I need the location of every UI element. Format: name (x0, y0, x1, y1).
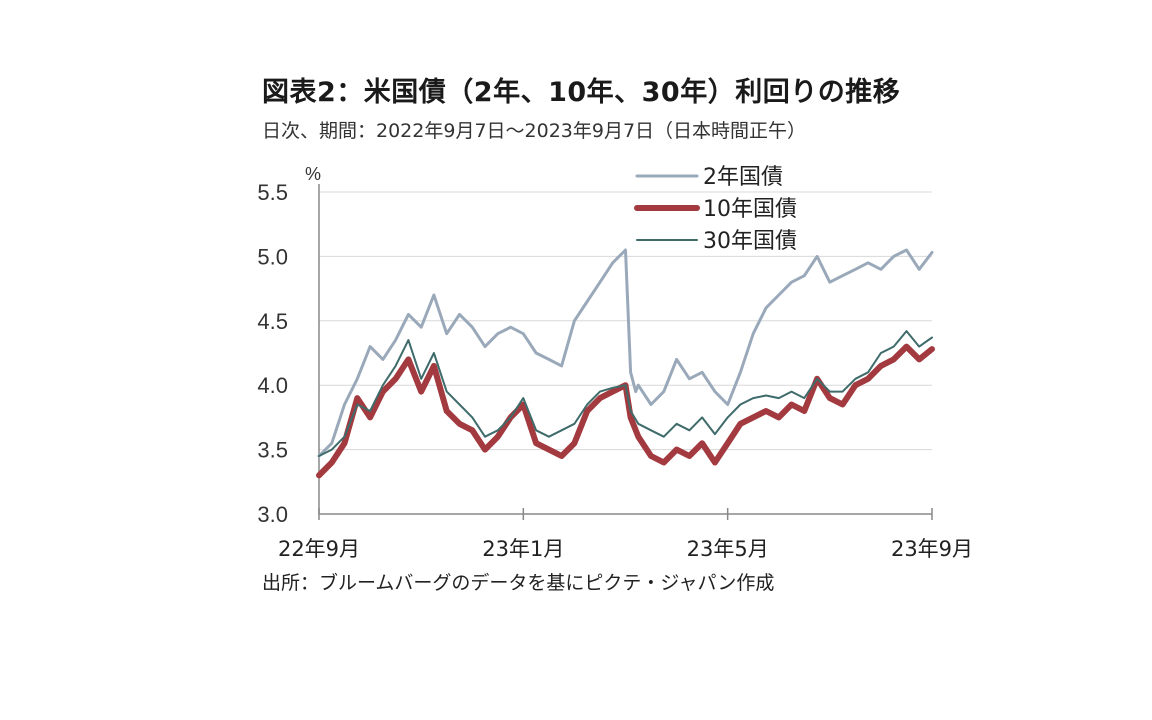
y-tick-labels: 3.0 3.5 4.0 4.5 5.0 5.5 (257, 180, 288, 527)
legend-label: 2年国債 (703, 165, 783, 190)
x-tick-label: 22年9月 (278, 537, 360, 561)
source-note: 出所：ブルームバーグのデータを基にピクテ・ジャパン作成 (262, 572, 775, 594)
series-line-ten-year (316, 343, 935, 479)
y-tick-label: 4.0 (257, 373, 288, 398)
y-tick-label: 3.5 (257, 438, 288, 463)
series-line-thirty-year (318, 330, 933, 457)
chart-title: 図表2：米国債（2年、10年、30年）利回りの推移 (262, 77, 901, 108)
y-tick-label: 5.5 (257, 180, 288, 205)
gridlines (319, 191, 932, 451)
series-line-two-year (317, 248, 934, 458)
y-tick-label: 3.0 (257, 502, 288, 527)
y-tick-label: 5.0 (257, 244, 288, 269)
y-axis-unit: % (305, 164, 321, 184)
x-tick-label: 23年1月 (482, 537, 564, 561)
x-tick-labels: 22年9月 23年1月 23年5月 23年9月 (278, 537, 973, 561)
x-tick-label: 23年5月 (687, 537, 769, 561)
legend: 2年国債 10年国債 30年国債 (634, 165, 797, 254)
axes (318, 184, 933, 520)
legend-label: 30年国債 (703, 229, 797, 254)
legend-label: 10年国債 (703, 197, 797, 222)
y-tick-label: 4.5 (257, 309, 288, 334)
chart-subtitle: 日次、期間：2022年9月7日～2023年9月7日（日本時間正午） (262, 120, 807, 142)
series-lines (316, 248, 935, 479)
x-tick-label: 23年9月 (891, 537, 973, 561)
